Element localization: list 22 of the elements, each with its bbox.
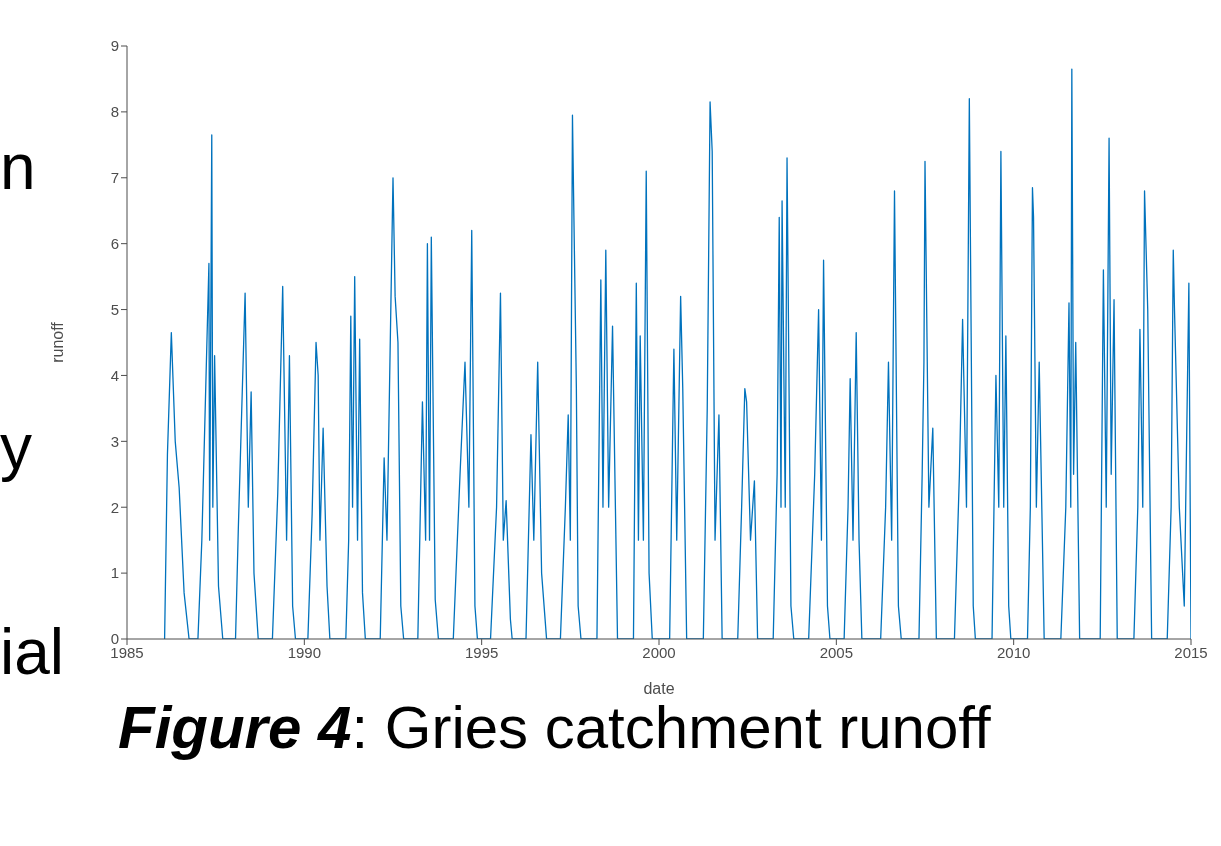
x-tick-label: 2010	[996, 643, 1031, 661]
y-tick-label: 3	[110, 432, 119, 450]
y-tick-label: 6	[110, 234, 119, 252]
y-axis-title: runoff	[48, 321, 66, 363]
y-tick-label: 1	[110, 564, 119, 582]
y-tick-label: 4	[110, 366, 119, 384]
line-series	[163, 68, 1191, 639]
x-tick-label: 1990	[287, 643, 322, 661]
y-tick-label: 2	[110, 498, 119, 516]
y-tick-label: 9	[110, 37, 119, 55]
x-tick-label: 1995	[464, 643, 499, 661]
x-tick-label: 2005	[819, 643, 854, 661]
x-tick-label: 2015	[1174, 643, 1208, 661]
text: ial	[0, 615, 65, 689]
caption: Figure 4: Gries catchment runoff	[118, 694, 992, 763]
x-axis-title: date	[643, 680, 675, 697]
y-tick-label: 7	[110, 169, 119, 187]
text: y	[0, 410, 32, 484]
text: n	[0, 130, 36, 204]
y-tick-label: 8	[110, 103, 119, 121]
y-tick-label: 5	[110, 300, 119, 318]
x-tick-label: 2000	[642, 643, 676, 661]
